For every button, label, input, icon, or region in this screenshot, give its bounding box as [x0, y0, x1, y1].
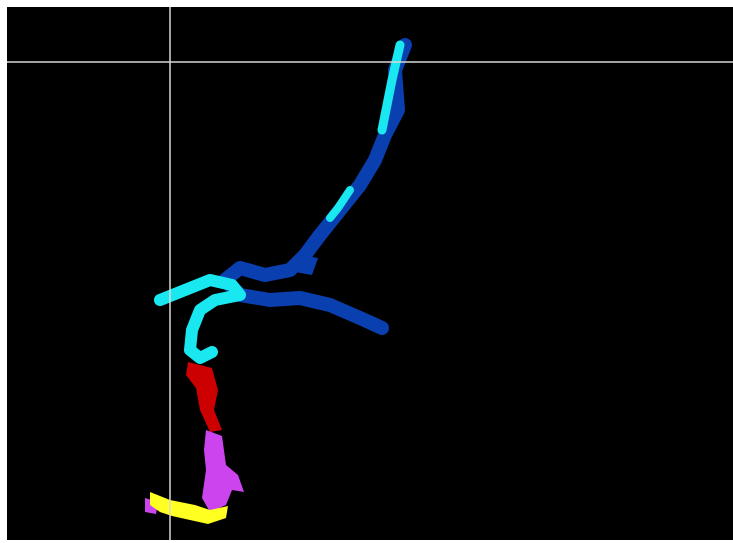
viewer — [0, 0, 733, 543]
page — [0, 0, 733, 543]
viewport — [7, 7, 733, 540]
